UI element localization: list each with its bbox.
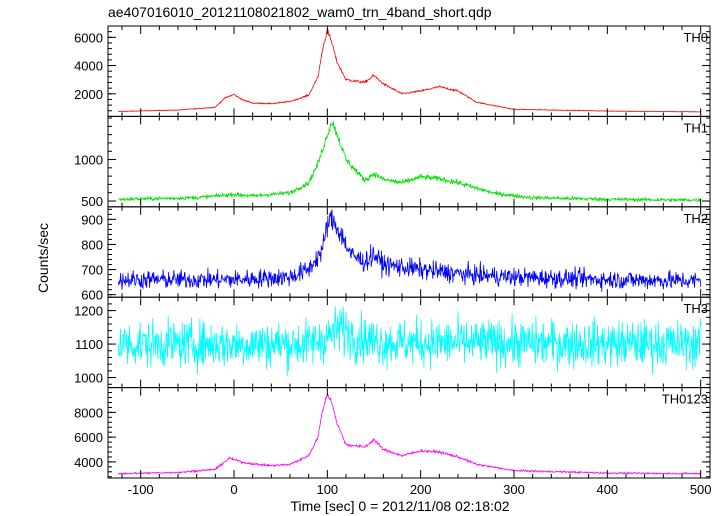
panel-frame — [107, 25, 711, 117]
panel-label-th3: TH3 — [683, 301, 708, 316]
y-tick-label: 1100 — [75, 337, 103, 352]
y-tick-label: 500 — [81, 194, 103, 209]
x-tick-label: 400 — [596, 482, 618, 497]
y-tick-label: 4000 — [74, 59, 103, 74]
y-tick-label: 1200 — [74, 304, 103, 319]
panel-label-th1: TH1 — [683, 120, 708, 135]
x-tick-label: 0 — [230, 482, 237, 497]
y-tick-label: 6000 — [74, 30, 103, 45]
x-axis-label: Time [sec] 0 = 2012/11/08 02:18:02 — [290, 498, 509, 514]
y-tick-label: 6000 — [74, 430, 103, 445]
series-line-th3 — [117, 306, 702, 376]
x-tick-label: 500 — [690, 482, 712, 497]
panel-th1: 500 1000 TH1 — [74, 115, 711, 209]
panel-label-th0123: TH0123 — [662, 392, 708, 407]
series-line-th2 — [117, 209, 702, 292]
panel-frame — [107, 387, 711, 479]
panel-th0123: 4000 6000 8000 TH0123 — [74, 387, 711, 479]
x-tick-label: 300 — [503, 482, 525, 497]
y-tick-label: 600 — [81, 288, 103, 303]
panel-th3: 1000 1100 1200 TH3 — [74, 296, 711, 389]
x-tick-label: 100 — [316, 482, 338, 497]
x-tick-label: -100 — [128, 482, 154, 497]
chart-title: ae407016010_20121108021802_wam0_trn_4ban… — [108, 4, 492, 20]
series-line-th1 — [118, 121, 702, 203]
panel-th2: 600 700 800 900 TH2 — [81, 206, 711, 303]
y-tick-label: 4000 — [74, 455, 103, 470]
x-axis: -100 0 100 200 300 400 500 — [128, 482, 712, 497]
panels-group: 2000 4000 6000 TH0 500 1000 TH1 600 700 800 900 TH2… — [74, 25, 711, 479]
y-tick-label: 1000 — [74, 153, 103, 168]
panel-frame — [107, 115, 711, 208]
series-line-th0123 — [117, 393, 701, 476]
panel-label-th2: TH2 — [683, 211, 708, 226]
panel-th0: 2000 4000 6000 TH0 — [74, 25, 711, 117]
y-tick-label: 700 — [81, 263, 103, 278]
y-tick-label: 800 — [81, 237, 103, 252]
y-tick-label: 1000 — [74, 371, 103, 386]
panel-label-th0: TH0 — [683, 30, 708, 45]
series-line-th0 — [118, 28, 701, 113]
y-tick-label: 8000 — [74, 405, 103, 420]
y-tick-label: 900 — [81, 212, 103, 227]
x-tick-label: 200 — [410, 482, 432, 497]
y-tick-label: 2000 — [74, 87, 103, 102]
y-axis-label: Counts/sec — [35, 223, 51, 293]
